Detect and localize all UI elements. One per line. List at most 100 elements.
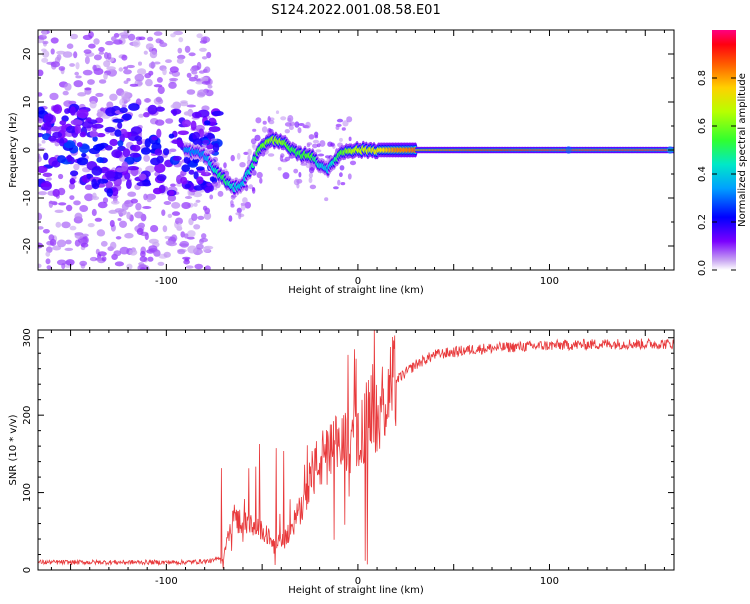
heatmap-cell	[170, 183, 176, 187]
heatmap-cell	[280, 116, 287, 121]
heatmap-cell	[119, 220, 127, 228]
heatmap-cell	[52, 245, 62, 251]
heatmap-cell	[194, 263, 203, 270]
heatmap-cell	[145, 78, 153, 87]
heatmap-cell	[70, 170, 79, 177]
heatmap-x-axis-label: Height of straight line (km)	[288, 285, 424, 296]
heatmap-cell	[135, 202, 142, 211]
heatmap-cell	[111, 200, 120, 205]
heatmap-cell	[64, 108, 70, 114]
heatmap-cell	[126, 263, 133, 270]
heatmap-cell	[330, 142, 335, 147]
heatmap-cell	[103, 52, 109, 59]
heatmap-cell	[175, 182, 183, 187]
heatmap-cell	[84, 87, 92, 91]
heatmap-cell	[38, 155, 42, 163]
heatmap-cell	[193, 202, 198, 207]
heatmap-cell	[121, 104, 127, 109]
heatmap-cell	[242, 197, 248, 204]
heatmap-cell	[57, 155, 66, 164]
heatmap-cell	[42, 30, 47, 37]
heatmap-cell	[168, 190, 175, 196]
heatmap-cell	[183, 155, 191, 164]
heatmap-cell	[142, 206, 152, 209]
heatmap-cell	[123, 80, 129, 84]
heatmap-cell	[139, 256, 148, 262]
heatmap-cell	[335, 125, 340, 130]
colorbar-tick-label: 0.8	[697, 70, 708, 86]
heatmap-cell	[69, 178, 76, 185]
heatmap-cell	[58, 66, 66, 71]
heatmap-cell	[198, 250, 204, 254]
heatmap-cell	[203, 212, 212, 220]
heatmap-cell	[163, 148, 170, 156]
snr-frame	[37, 329, 675, 571]
heatmap-cell	[41, 139, 46, 144]
heatmap-cell	[208, 126, 221, 133]
heatmap-cell	[187, 230, 196, 238]
heatmap-cell	[183, 233, 189, 239]
heatmap-cell	[109, 209, 116, 214]
heatmap-cell	[230, 154, 235, 162]
heatmap-cell	[240, 204, 246, 211]
heatmap-cell	[96, 133, 106, 138]
heatmap-cell	[308, 177, 313, 184]
heatmap-cell	[91, 166, 103, 176]
heatmap-cell	[261, 126, 268, 133]
heatmap-cell	[204, 66, 211, 73]
heatmap-cell	[92, 123, 104, 129]
heatmap-cell	[84, 193, 94, 202]
heatmap-cell	[95, 92, 104, 97]
heatmap-cell	[102, 197, 109, 204]
heatmap-cell	[215, 181, 221, 189]
heatmap-cell	[147, 36, 154, 42]
heatmap-cell	[186, 236, 195, 240]
heatmap-cell	[155, 106, 165, 112]
heatmap-cell	[121, 113, 132, 121]
heatmap-cell	[195, 80, 204, 85]
heatmap-cell	[38, 263, 42, 268]
heatmap-cell	[201, 233, 207, 239]
heatmap-cell	[349, 160, 357, 166]
heatmap-y-tick-label: 20	[22, 48, 33, 61]
heatmap-cell	[171, 211, 181, 216]
heatmap-cell	[209, 194, 214, 200]
heatmap-cell	[49, 238, 57, 247]
heatmap-cell	[297, 127, 302, 134]
heatmap-cell	[191, 111, 202, 119]
heatmap-cell	[61, 221, 71, 229]
heatmap-cell	[97, 178, 109, 184]
heatmap-cell	[105, 181, 113, 189]
heatmap-cell	[346, 116, 353, 123]
heatmap-cell	[277, 166, 282, 171]
heatmap-cell	[56, 239, 67, 248]
heatmap-y-tick-label: 10	[22, 96, 33, 109]
heatmap-cell	[181, 164, 191, 172]
heatmap-cell	[85, 117, 92, 122]
heatmap-cell	[153, 31, 163, 36]
heatmap-cell	[49, 126, 60, 132]
heatmap-y-ticks: -20 -10 0 10 20	[22, 29, 674, 271]
heatmap-cell	[119, 32, 129, 37]
heatmap-cell	[201, 105, 210, 111]
heatmap-cell	[38, 143, 42, 147]
heatmap-cell	[170, 104, 178, 109]
heatmap-cell	[74, 124, 82, 134]
heatmap-cell	[269, 117, 275, 121]
heatmap-cell	[204, 120, 211, 126]
heatmap-cell	[70, 119, 83, 126]
colorbar: 0.0 0.2 0.4 0.6 0.8 Normalized spectral ampl…	[697, 30, 748, 276]
heatmap-x-ticks: -100 0 100	[50, 30, 665, 287]
heatmap-cell	[98, 46, 105, 53]
heatmap-cell	[54, 209, 64, 213]
heatmap-cell	[128, 103, 140, 111]
heatmap-cell	[105, 107, 117, 117]
heatmap-cell	[308, 172, 313, 178]
heatmap-cell	[117, 218, 122, 221]
heatmap-cell	[138, 173, 147, 181]
heatmap-cell	[259, 177, 263, 184]
heatmap-cell	[120, 91, 131, 99]
heatmap-cell	[129, 152, 141, 158]
colorbar-gradient	[712, 30, 736, 270]
colorbar-tick-label: 0.6	[697, 118, 708, 134]
